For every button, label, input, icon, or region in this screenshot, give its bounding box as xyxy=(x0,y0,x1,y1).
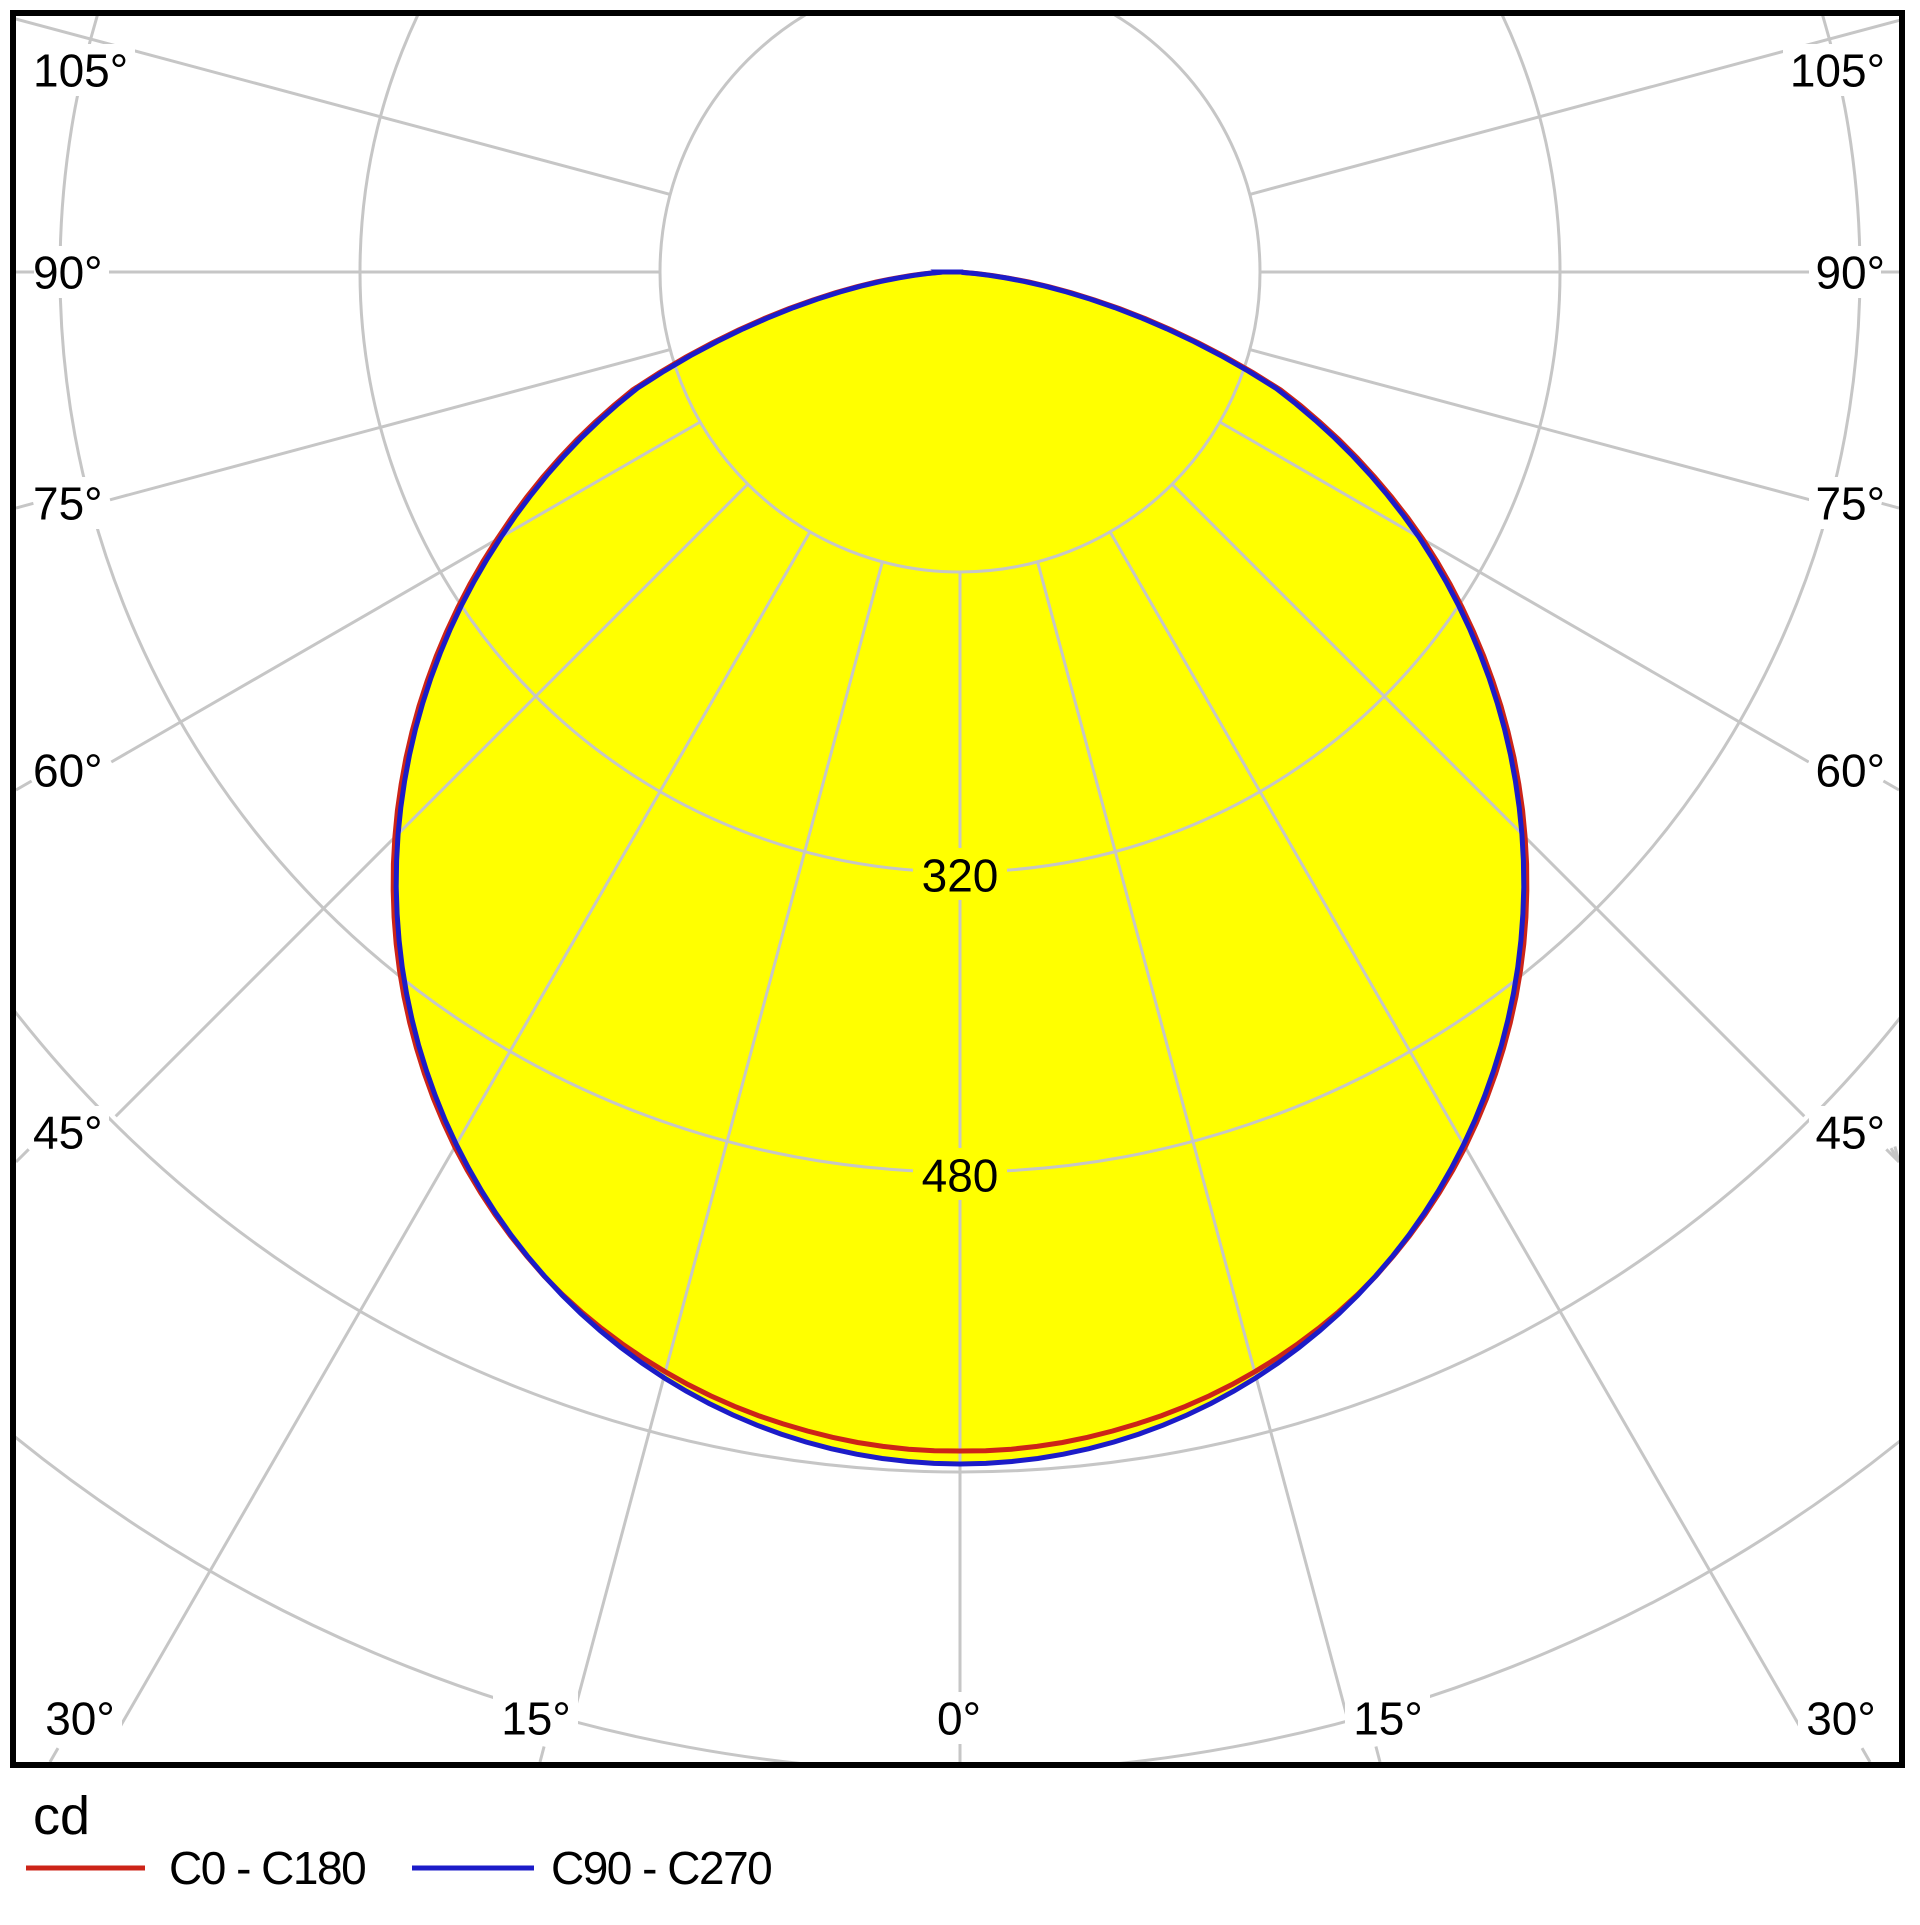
svg-text:75°: 75° xyxy=(33,477,103,529)
svg-text:15°: 15° xyxy=(501,1692,571,1744)
svg-text:60°: 60° xyxy=(33,744,103,796)
svg-text:105°: 105° xyxy=(33,44,128,96)
svg-text:480: 480 xyxy=(922,1149,999,1201)
svg-text:0°: 0° xyxy=(937,1692,981,1744)
svg-text:60°: 60° xyxy=(1815,744,1885,796)
svg-text:105°: 105° xyxy=(1790,44,1885,96)
svg-text:45°: 45° xyxy=(1815,1106,1885,1158)
svg-text:320: 320 xyxy=(922,849,999,901)
svg-text:C90 - C270: C90 - C270 xyxy=(551,1842,771,1894)
svg-text:30°: 30° xyxy=(1806,1692,1876,1744)
svg-text:C0 - C180: C0 - C180 xyxy=(169,1842,365,1894)
svg-text:90°: 90° xyxy=(1815,246,1885,298)
svg-text:cd: cd xyxy=(33,1786,90,1846)
svg-text:15°: 15° xyxy=(1353,1692,1423,1744)
svg-text:45°: 45° xyxy=(33,1106,103,1158)
svg-text:30°: 30° xyxy=(45,1692,115,1744)
svg-text:75°: 75° xyxy=(1815,477,1885,529)
svg-text:90°: 90° xyxy=(33,246,103,298)
